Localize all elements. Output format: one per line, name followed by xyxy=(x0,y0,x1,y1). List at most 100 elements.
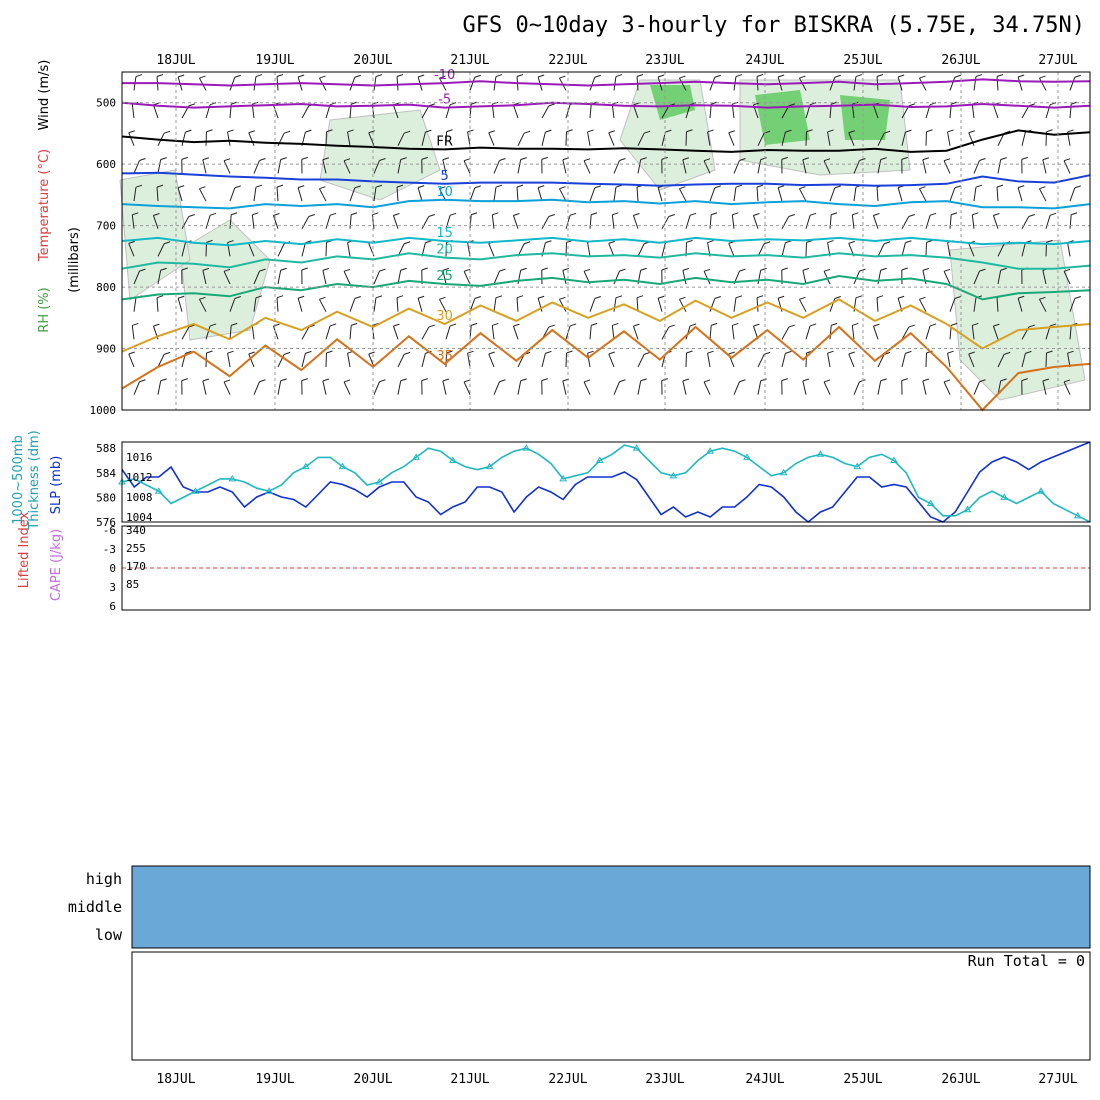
wind-barb xyxy=(417,298,423,312)
wind-barb-flag xyxy=(954,74,961,78)
wind-barb xyxy=(709,298,716,312)
wind-barb-flag xyxy=(1039,75,1046,79)
wind-barb xyxy=(229,187,236,202)
wind-barb-flag xyxy=(185,350,192,354)
wind-barb xyxy=(851,214,855,229)
date-label-top: 25JUL xyxy=(843,53,882,68)
wind-barb-flag xyxy=(569,323,577,327)
wind-barb-flag xyxy=(827,129,834,133)
wind-barb-flag xyxy=(227,350,234,354)
wind-barb xyxy=(661,242,666,257)
wind-barb-flag xyxy=(643,130,651,134)
wind-barb-flag xyxy=(375,184,383,188)
wind-barb-flag xyxy=(922,378,930,382)
wind-barb xyxy=(397,354,405,368)
wind-barb-flag xyxy=(785,129,792,133)
wind-barb-flag xyxy=(297,185,305,189)
wind-barb-flag xyxy=(979,379,986,383)
wind-barb-flag xyxy=(880,267,887,271)
wind-barb xyxy=(632,104,639,119)
wind-barb xyxy=(947,242,951,257)
wind-barb-flag xyxy=(206,129,213,133)
rh-shading-light xyxy=(319,109,441,201)
pressure-tick-label: 1000 xyxy=(90,404,117,417)
wind-barb xyxy=(157,243,165,257)
wind-barb-flag xyxy=(686,239,693,243)
cloud-level-label: high xyxy=(86,870,122,888)
wind-barb xyxy=(421,132,426,146)
wind-barb-flag xyxy=(499,158,506,161)
wind-barb-flag xyxy=(520,157,527,161)
wind-barb-flag xyxy=(583,158,591,162)
wind-barb-flag xyxy=(548,213,555,217)
wind-barb-flag xyxy=(474,185,481,189)
wind-barb xyxy=(1021,105,1030,119)
wind-barb xyxy=(657,298,663,312)
date-label-top: 19JUL xyxy=(255,53,294,68)
wind-barb-flag xyxy=(396,184,404,188)
wind-barb-flag xyxy=(209,102,217,106)
wind-barb-flag xyxy=(714,185,721,189)
wind-barb xyxy=(397,159,402,174)
wind-barb-flag xyxy=(855,295,863,299)
contour-line xyxy=(121,198,1091,210)
wind-barb xyxy=(373,160,380,174)
wind-barb xyxy=(757,159,762,174)
wind-barb xyxy=(802,270,807,285)
date-label-bottom: 21JUL xyxy=(450,1072,489,1087)
wind-barb xyxy=(876,187,879,202)
wind-barb xyxy=(373,187,377,202)
wind-barb xyxy=(1038,188,1047,202)
wind-barb-flag xyxy=(640,157,647,161)
wind-barb xyxy=(301,105,310,119)
wind-barb-flag xyxy=(979,268,986,272)
wind-barb xyxy=(943,381,951,395)
wind-barb xyxy=(611,214,615,229)
wind-barb-flag xyxy=(474,296,481,299)
wind-barb xyxy=(757,243,765,257)
wind-barb-flag xyxy=(873,212,880,216)
wind-barb-flag xyxy=(859,268,866,272)
wind-barb xyxy=(901,353,906,368)
wind-barb-flag xyxy=(1000,267,1007,271)
wind-barb-flag xyxy=(972,322,979,326)
wind-barb xyxy=(682,380,687,395)
wind-barb-flag xyxy=(781,378,788,382)
wind-barb xyxy=(802,159,807,174)
wind-barb xyxy=(276,187,279,202)
wind-barb xyxy=(992,215,999,229)
cloud-cover-frame xyxy=(131,865,1091,949)
li-tick-label: 0 xyxy=(109,562,116,575)
wind-barb-flag xyxy=(732,322,739,326)
wind-barb-flag xyxy=(947,129,954,133)
wind-barb xyxy=(636,297,639,312)
wind-barb xyxy=(373,270,380,285)
wind-barb xyxy=(421,216,430,229)
wind-barb-flag xyxy=(206,239,213,243)
wind-barb-flag xyxy=(520,378,527,382)
wind-barb-flag xyxy=(379,158,386,161)
contour-label: 20 xyxy=(436,243,453,258)
wind-barb xyxy=(583,160,591,174)
wind-barb-flag xyxy=(1067,350,1074,354)
wind-barb xyxy=(757,354,765,368)
wind-barb-flag xyxy=(827,350,834,354)
wind-barb xyxy=(848,353,855,368)
wind-barb-flag xyxy=(1074,74,1081,78)
wind-barb xyxy=(731,325,735,340)
wind-barb xyxy=(731,214,735,229)
wind-barb xyxy=(918,77,927,91)
wind-barb-flag xyxy=(467,129,474,133)
wind-barb-flag xyxy=(689,323,697,327)
wind-barb xyxy=(301,242,306,257)
wind-barb xyxy=(1069,298,1076,312)
wind-barb xyxy=(152,215,159,229)
wind-barb xyxy=(829,77,836,91)
wind-barb xyxy=(493,297,497,312)
wind-barb-flag xyxy=(566,129,573,133)
wind-barb-flag xyxy=(135,184,143,188)
wind-barb-flag xyxy=(594,185,601,189)
wind-barb-flag xyxy=(1074,296,1081,299)
wind-barb xyxy=(802,380,807,395)
wind-barb-flag xyxy=(442,157,450,161)
